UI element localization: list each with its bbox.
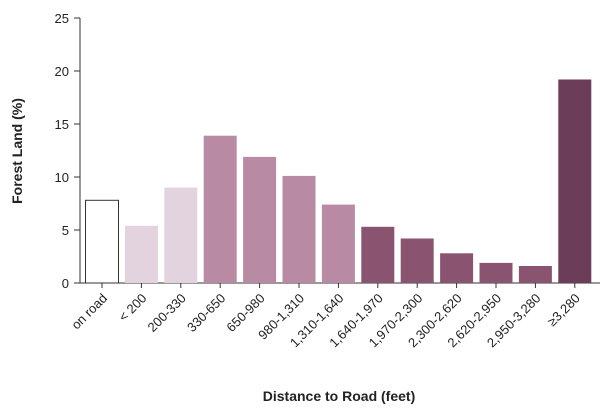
y-tick-label: 15	[55, 117, 69, 132]
y-tick-label: 20	[55, 64, 69, 79]
bars	[85, 79, 592, 284]
bar	[361, 226, 395, 283]
bar	[203, 135, 237, 283]
x-axis-title: Distance to Road (feet)	[263, 388, 415, 404]
bar	[400, 238, 434, 283]
y-tick-label: 0	[62, 276, 69, 291]
bar	[479, 262, 513, 283]
bar	[440, 253, 474, 283]
x-tick-label: on road	[68, 291, 110, 333]
x-ticks: on road < 200200-330330-650650-980980-1,3…	[68, 283, 583, 350]
bar	[558, 79, 592, 283]
x-tick-label: ≥3,280	[544, 291, 583, 330]
bar	[321, 204, 355, 283]
bar	[243, 156, 277, 283]
y-tick-label: 5	[62, 223, 69, 238]
y-axis-title: Forest Land (%)	[9, 98, 25, 204]
x-tick-label: 200-330	[145, 291, 189, 335]
x-tick-label: 330-650	[184, 291, 228, 335]
bar	[282, 175, 316, 283]
bar	[124, 225, 158, 283]
bar	[518, 266, 552, 283]
bar	[164, 187, 198, 283]
bar	[85, 199, 119, 284]
x-tick-label: < 200	[116, 291, 150, 325]
y-tick-label: 25	[55, 11, 69, 26]
y-tick-label: 10	[55, 170, 69, 185]
y-ticks: 0 5 10 15 20 25	[55, 11, 80, 291]
